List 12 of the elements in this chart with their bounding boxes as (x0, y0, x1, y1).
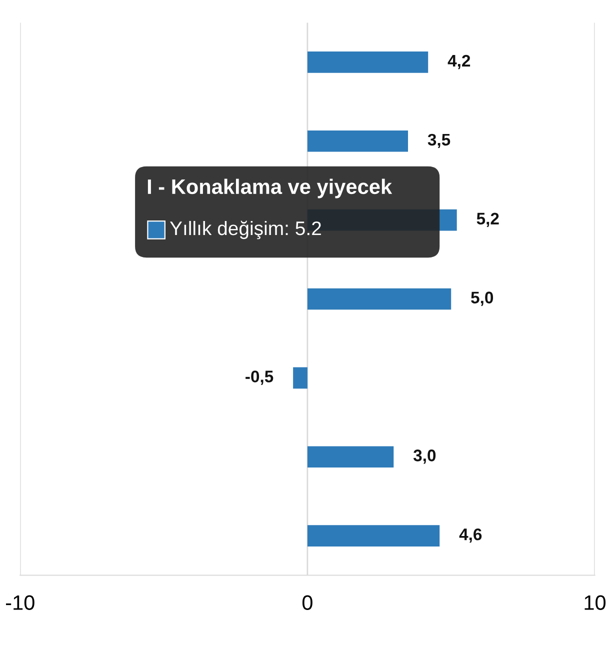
data-label: 3,0 (413, 450, 436, 464)
data-label: 4,2 (448, 54, 470, 70)
annotation: I - Konaklama ve yiyecek (148, 178, 392, 198)
x-tick-label: 0 (302, 595, 312, 610)
x-tick-label: -10 (6, 595, 34, 610)
data-label: -0,5 (246, 370, 274, 385)
data-label: 5,2 (476, 212, 499, 227)
data-label: 3,5 (428, 134, 450, 148)
x-tick-label: 10 (584, 595, 606, 610)
annotation: Yıllık değişim: 5.2 (170, 220, 321, 240)
data-label: 4,6 (459, 528, 482, 543)
data-label: 5,0 (471, 292, 494, 306)
